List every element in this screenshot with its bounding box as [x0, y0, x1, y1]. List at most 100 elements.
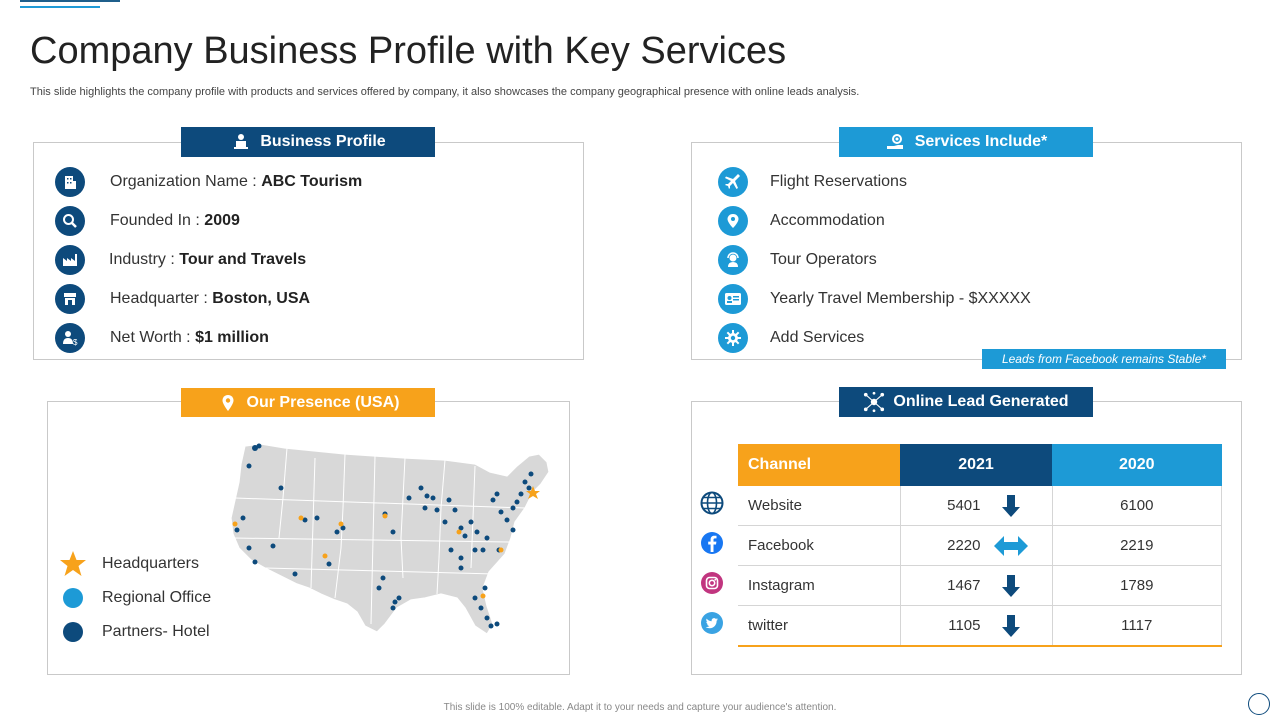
footer-note: This slide is 100% editable. Adapt it to… [443, 702, 837, 713]
column-header-channel: Channel [738, 444, 900, 486]
profile-label: Founded In : [110, 211, 205, 229]
service-label: Yearly Travel Membership - $XXXXX [770, 289, 1031, 307]
table-row: twitter 1105 1117 [738, 605, 1222, 647]
network-icon [863, 391, 885, 413]
profile-value: Boston, USA [212, 289, 311, 307]
column-header-2020: 2020 [1052, 444, 1222, 486]
location-pin-icon [718, 205, 748, 236]
profile-label: Organization Name : [110, 172, 262, 190]
operator-icon [718, 244, 748, 275]
channel-cell: twitter [738, 605, 901, 647]
services-list: Flight Reservations Accommodation Tour O… [718, 162, 1031, 357]
dot-icon [58, 588, 88, 608]
table-row: Instagram 1467 1789 [738, 565, 1222, 606]
legend-label: Regional Office [102, 589, 212, 606]
leads-table-header-row: Channel 2021 2020 [738, 444, 1222, 486]
value-2020-cell: 1117 [1052, 605, 1222, 647]
table-row: Website 5401 6100 [738, 486, 1222, 526]
profile-label: Net Worth : [110, 328, 196, 346]
globe-icon [700, 491, 724, 515]
service-label: Add Services [770, 328, 865, 346]
value-2021: 1105 [948, 617, 981, 634]
presence-title: Our Presence (USA) [246, 393, 400, 411]
value-2020-cell: 6100 [1052, 486, 1222, 526]
channel-cell: Facebook [738, 525, 901, 566]
column-header-2021: 2021 [900, 444, 1052, 486]
top-accent-line [20, 0, 120, 4]
building-icon [55, 166, 85, 197]
page-title: Company Business Profile with Key Servic… [30, 30, 787, 72]
presenter-icon [230, 131, 252, 153]
instagram-icon [701, 572, 723, 594]
trend-down-arrow-icon [981, 494, 1041, 518]
profile-item-founded: Founded In : 2009 [55, 201, 362, 240]
value-2021: 2220 [947, 537, 981, 554]
business-profile-title: Business Profile [260, 133, 386, 150]
profile-item-headquarter: Headquarter : Boston, USA [55, 279, 362, 318]
person-dollar-icon: $ [55, 322, 85, 353]
top-accent-line-2 [20, 6, 100, 8]
legend-label: Headquarters [102, 555, 199, 572]
legend-item-partners-hotel: Partners- Hotel [58, 615, 211, 649]
value-2021-cell: 1105 [900, 605, 1053, 647]
table-row: Facebook 2220 2219 [738, 525, 1222, 566]
services-header: Services Include* [839, 127, 1093, 157]
profile-value: 2009 [204, 211, 240, 229]
map-legend: Headquarters Regional Office Partners- H… [58, 547, 211, 649]
legend-label: Partners- Hotel [102, 623, 210, 640]
leads-header: Online Lead Generated [839, 387, 1093, 417]
gear-icon [718, 322, 748, 353]
profile-item-organization: Organization Name : ABC Tourism [55, 162, 362, 201]
factory-icon [55, 244, 85, 275]
value-2021-cell: 5401 [900, 486, 1053, 526]
state-borders [232, 447, 526, 625]
service-item: Flight Reservations [718, 162, 1031, 201]
profile-value: Tour and Travels [179, 250, 307, 268]
hand-gear-icon [885, 131, 907, 153]
leads-table: Channel 2021 2020 Website 5401 6100 Face… [738, 444, 1222, 647]
service-label: Flight Reservations [770, 172, 907, 190]
service-label: Accommodation [770, 211, 885, 229]
star-icon [60, 551, 86, 576]
trend-stable-arrow-icon [981, 535, 1041, 557]
business-profile-list: Organization Name : ABC Tourism Founded … [55, 162, 362, 357]
leads-title: Online Lead Generated [893, 393, 1069, 410]
profile-value: ABC Tourism [261, 172, 363, 190]
trend-down-arrow-icon [981, 614, 1041, 638]
services-title: Services Include* [914, 133, 1048, 150]
channel-cell: Instagram [738, 565, 901, 606]
legend-item-regional-office: Regional Office [58, 581, 211, 615]
usa-map [230, 443, 550, 635]
service-label: Tour Operators [770, 250, 877, 268]
regional-office-markers [232, 513, 504, 599]
value-2021: 5401 [947, 497, 981, 514]
search-icon [55, 205, 85, 236]
profile-item-industry: Industry : Tour and Travels [55, 240, 362, 279]
value-2020-cell: 1789 [1052, 565, 1222, 606]
value-2021: 1467 [947, 577, 981, 594]
svg-text:$: $ [73, 338, 78, 347]
plane-icon [718, 166, 748, 197]
slide-marker-icon [1248, 693, 1270, 715]
legend-item-headquarters: Headquarters [58, 547, 211, 581]
channel-cell: Website [738, 486, 901, 526]
value-2021-cell: 2220 [900, 525, 1053, 566]
service-item: Yearly Travel Membership - $XXXXX [718, 279, 1031, 318]
facebook-icon [701, 532, 723, 554]
twitter-icon [701, 612, 723, 634]
business-profile-header: Business Profile [181, 127, 435, 157]
value-2020-cell: 2219 [1052, 525, 1222, 566]
membership-card-icon [718, 283, 748, 314]
service-item: Tour Operators [718, 240, 1031, 279]
page-subtitle: This slide highlights the company profil… [30, 86, 860, 98]
location-pin-icon [217, 392, 239, 414]
headquarters-marker [526, 486, 540, 499]
leads-callout: Leads from Facebook remains Stable* [982, 349, 1226, 369]
value-2021-cell: 1467 [900, 565, 1053, 606]
profile-value: $1 million [195, 328, 269, 346]
profile-label: Industry : [109, 250, 180, 268]
service-item: Add Services [718, 318, 1031, 357]
profile-item-networth: $ Net Worth : $1 million [55, 318, 362, 357]
service-item: Accommodation [718, 201, 1031, 240]
trend-down-arrow-icon [981, 574, 1041, 598]
